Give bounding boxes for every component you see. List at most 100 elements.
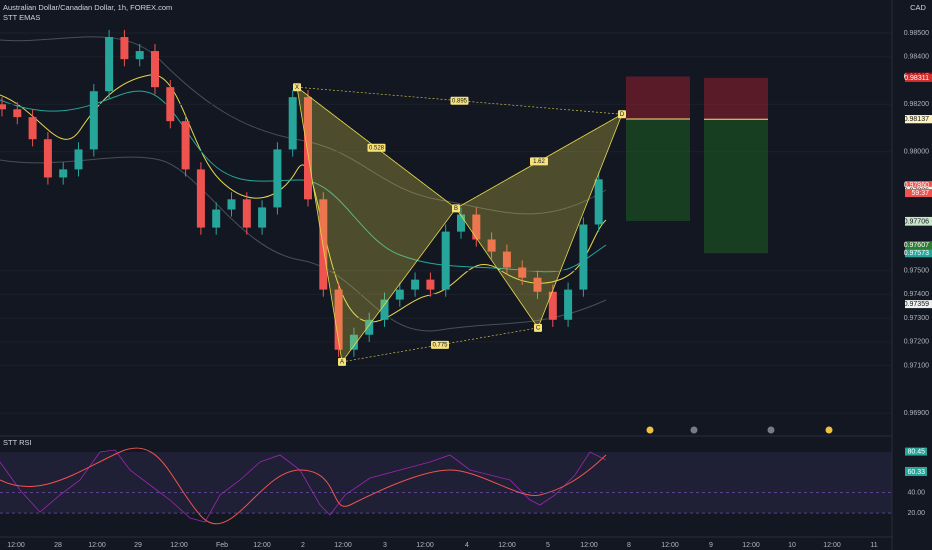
event-icons: [645, 425, 834, 435]
target-zone: [626, 119, 690, 221]
ratio-label: 1.62: [533, 159, 545, 165]
event-icon[interactable]: [645, 425, 655, 435]
ratio-box: [530, 157, 548, 166]
candle-body: [212, 209, 221, 228]
ema-slow: [0, 90, 607, 273]
price-tick-label: 0.98200: [904, 101, 929, 108]
candle-body: [166, 87, 175, 122]
candle-body: [120, 37, 129, 60]
rsi-tag: [905, 447, 927, 456]
candle-body: [502, 251, 511, 268]
time-label: 4: [465, 542, 469, 549]
point-box: [293, 83, 301, 92]
currency-label: CAD: [910, 3, 926, 12]
time-label: 12:00: [580, 542, 598, 549]
point-label: X: [295, 85, 299, 91]
candle-body: [564, 289, 573, 320]
point-box: [618, 110, 626, 119]
candle-body: [89, 91, 98, 150]
candle-body: [319, 199, 328, 290]
candle-body: [518, 267, 527, 278]
time-label: 12:00: [498, 542, 516, 549]
candle-body: [334, 289, 343, 350]
time-label: 12:00: [253, 542, 271, 549]
event-icon[interactable]: [766, 425, 776, 435]
ema-band-upper: [0, 36, 607, 215]
time-label: 9: [709, 542, 713, 549]
candle-body: [28, 117, 37, 140]
time-label: 29: [134, 542, 142, 549]
point-label: C: [536, 325, 541, 331]
ratio-box: [367, 143, 386, 152]
price-tag-label: 0.97860: [904, 182, 929, 189]
candle-body: [472, 214, 481, 240]
price-tag: [905, 241, 932, 250]
time-label: 12:00: [823, 542, 841, 549]
candle-body: [13, 109, 22, 118]
price-tick-label: 0.96900: [904, 410, 929, 417]
point-label: A: [340, 359, 344, 365]
candle-body: [457, 214, 465, 232]
candle-body: [181, 121, 190, 170]
candle-body: [304, 97, 312, 200]
ratio-box: [450, 96, 469, 105]
price-tick-label: 0.98400: [904, 54, 929, 61]
candle-body: [426, 279, 435, 290]
symbol-title: Australian Dollar/Canadian Dollar, 1h, F…: [3, 3, 172, 12]
price-tag: [905, 181, 932, 190]
candle-body: [288, 97, 297, 150]
candle-body: [258, 207, 267, 228]
candle-body: [594, 179, 603, 225]
ratio-label: 0.528: [369, 145, 385, 151]
candle-body: [0, 104, 6, 110]
indicator-label: STT EMAS: [3, 13, 40, 22]
price-tick-label: 0.97100: [904, 362, 929, 369]
time-label: 3: [383, 542, 387, 549]
candle-body: [395, 289, 404, 300]
time-label: 2: [301, 542, 305, 549]
time-label: 12:00: [334, 542, 352, 549]
price-tag: [905, 249, 932, 258]
candle-body: [273, 149, 282, 208]
time-label: 8: [627, 542, 631, 549]
time-label: Feb: [216, 542, 228, 549]
price-tag: [905, 73, 932, 82]
price-tick-label: 0.98500: [904, 30, 929, 37]
ratio-line: [296, 86, 457, 209]
rsi-tag: [905, 468, 927, 477]
candle-body: [548, 291, 557, 320]
candle-body: [151, 51, 159, 88]
rsi-tick-label: 80.45: [907, 448, 925, 455]
point-label: B: [454, 206, 458, 212]
time-label: 28: [54, 542, 62, 549]
event-icon[interactable]: [689, 425, 699, 435]
price-tick-label: 0.98000: [904, 149, 929, 156]
price-tag-label: 0.98311: [904, 75, 929, 82]
candle-body: [365, 319, 374, 335]
time-label: 12:00: [7, 542, 25, 549]
time-label: 12:00: [742, 542, 760, 549]
candle-body: [380, 299, 389, 320]
candle-body: [441, 231, 450, 290]
rsi-signal: [0, 447, 607, 525]
event-icon[interactable]: [824, 425, 834, 435]
candle-body: [74, 149, 83, 170]
rsi-title: STT RSI: [3, 438, 32, 447]
countdown-tag: [905, 189, 932, 198]
candle-body: [135, 51, 144, 60]
ratio-box: [431, 340, 449, 349]
candle-body: [411, 279, 420, 290]
candle-body: [533, 277, 542, 292]
time-label: 12:00: [416, 542, 434, 549]
candle-body: [487, 239, 496, 252]
price-tag-label: 0.97573: [904, 250, 929, 257]
ratio-line: [341, 327, 539, 363]
candle-body: [196, 169, 205, 228]
price-tag-label: 0.97359: [904, 301, 929, 308]
ratio-label: 0.775: [432, 342, 448, 348]
stop-zone: [626, 76, 690, 120]
point-box: [452, 204, 460, 213]
candle-body: [105, 37, 114, 92]
price-tick-label: 0.97400: [904, 291, 929, 298]
